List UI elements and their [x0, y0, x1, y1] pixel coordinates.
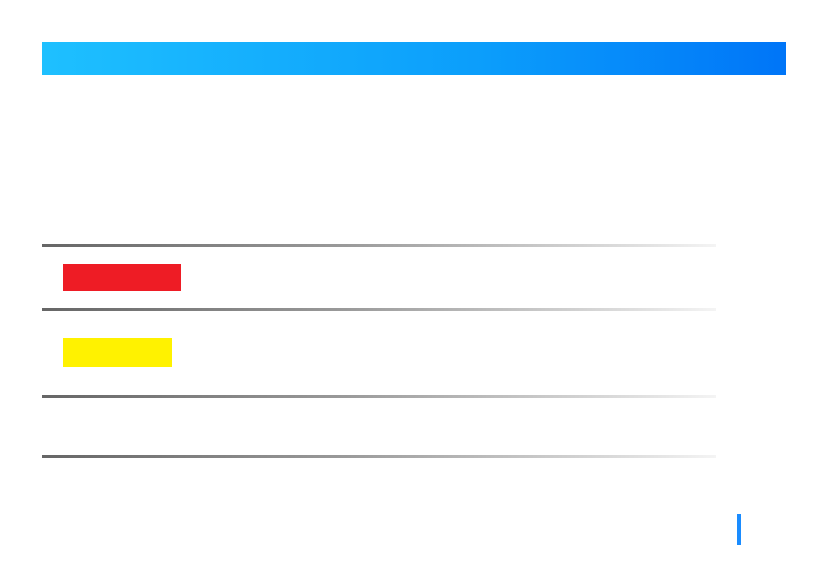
accent-bar: [737, 514, 741, 545]
header-bar: [42, 42, 786, 75]
divider: [42, 308, 716, 311]
divider: [42, 455, 716, 458]
red-box: [63, 264, 181, 291]
divider: [42, 395, 716, 398]
divider: [42, 244, 716, 247]
yellow-box: [63, 338, 172, 367]
